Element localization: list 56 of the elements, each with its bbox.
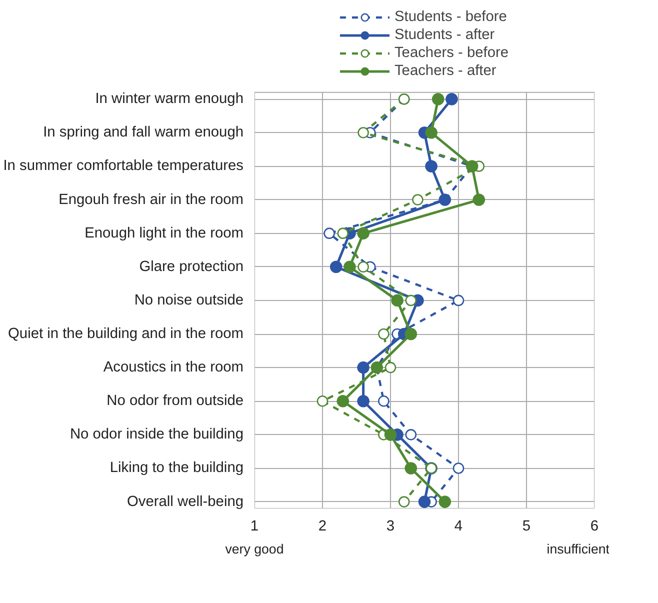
point [446, 92, 458, 106]
point [384, 428, 397, 441]
point [357, 394, 370, 408]
point [405, 429, 417, 440]
point [472, 194, 486, 206]
x-tick-label: 5 [522, 518, 531, 534]
legend-label: Teachers - after [394, 62, 496, 80]
point [316, 395, 328, 407]
point [344, 260, 356, 274]
text: very good [225, 542, 284, 556]
x-tick-label: 4 [454, 518, 463, 534]
point [412, 194, 424, 206]
point [404, 328, 418, 340]
x-tick-label: 6 [590, 518, 599, 534]
y-tick-label: In spring and fall warm enough [43, 124, 244, 141]
point [404, 462, 418, 474]
y-tick-label: Quiet in the building and in the room [8, 326, 244, 342]
point [336, 394, 350, 408]
point [425, 126, 438, 139]
point [337, 228, 349, 239]
point [358, 261, 369, 273]
y-tick-label: Engouh fresh air in the room [58, 192, 244, 208]
y-tick-label: No noise outside [134, 292, 244, 308]
point [418, 496, 431, 508]
point [324, 228, 335, 239]
point [432, 92, 444, 106]
point [452, 294, 464, 306]
point [398, 496, 410, 508]
text: insufficient [546, 542, 610, 556]
y-tick-label: In summer comfortable temperatures [3, 158, 244, 174]
point [438, 496, 452, 508]
y-tick-label: Acoustics in the room [103, 360, 244, 376]
point [357, 361, 370, 374]
x-tick-label: 2 [318, 518, 327, 534]
point [358, 127, 369, 138]
point [391, 294, 404, 307]
point [384, 362, 396, 374]
x-tick-label: 1 [250, 518, 259, 534]
y-tick-label: Glare protection [139, 258, 244, 275]
y-tick-label: No odor from outside [106, 393, 244, 410]
y-tick-label: Overall well-being [127, 494, 244, 510]
point [452, 462, 464, 474]
y-tick-label: Liking to the building [110, 460, 244, 476]
x-tick-label: 3 [386, 518, 395, 534]
y-tick-label: No odor inside the building [70, 426, 244, 443]
point [378, 395, 390, 407]
point [405, 294, 417, 306]
legend-label: Teachers - before [394, 44, 509, 62]
y-tick-label: In winter warm enough [95, 91, 244, 108]
y-tick-label: Enough light in the room [84, 225, 244, 242]
legend-label: Students - after [394, 26, 495, 44]
legend-label: Students - before [394, 8, 507, 26]
point [357, 227, 370, 240]
point [378, 328, 390, 340]
point [330, 260, 342, 274]
point [425, 160, 438, 172]
